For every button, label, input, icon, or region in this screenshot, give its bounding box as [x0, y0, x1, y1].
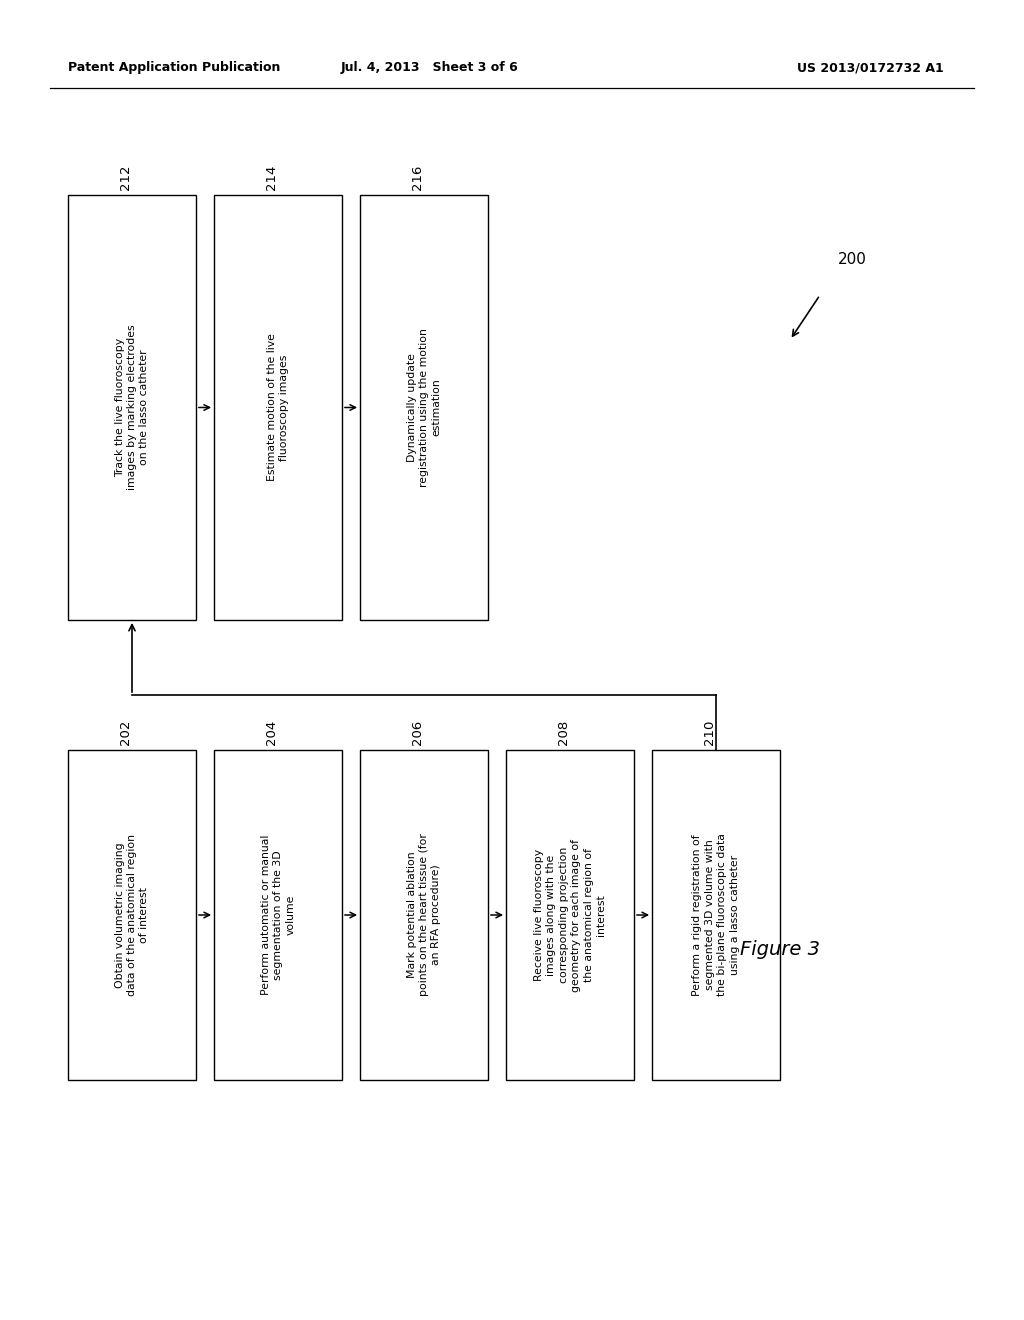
Text: Mark potential ablation
points on the heart tissue (for
an RFA procedure): Mark potential ablation points on the he… [407, 833, 441, 997]
Text: Perform automatic or manual
segmentation of the 3D
volume: Perform automatic or manual segmentation… [260, 834, 295, 995]
Text: Obtain volumetric imaging
data of the anatomical region
of interest: Obtain volumetric imaging data of the an… [115, 834, 150, 997]
Bar [68, 195, 196, 620]
Text: 204: 204 [265, 719, 278, 744]
Text: US 2013/0172732 A1: US 2013/0172732 A1 [797, 62, 943, 74]
Text: 200: 200 [838, 252, 867, 267]
Bar [506, 750, 634, 1080]
Text: Receive live fluoroscopy
images along with the
corresponding projection
geometry: Receive live fluoroscopy images along wi… [534, 838, 606, 991]
Bar [652, 750, 780, 1080]
Text: 206: 206 [411, 719, 424, 744]
Bar [68, 750, 196, 1080]
Text: 208: 208 [557, 719, 570, 744]
Bar [214, 750, 342, 1080]
Text: Figure 3: Figure 3 [740, 940, 820, 960]
Text: Patent Application Publication: Patent Application Publication [68, 62, 281, 74]
Text: Estimate motion of the live
fluoroscopy images: Estimate motion of the live fluoroscopy … [267, 334, 289, 482]
Bar [214, 195, 342, 620]
Text: Jul. 4, 2013   Sheet 3 of 6: Jul. 4, 2013 Sheet 3 of 6 [341, 62, 519, 74]
Bar [360, 750, 488, 1080]
Text: 216: 216 [411, 164, 424, 190]
Text: Perform a rigid registration of
segmented 3D volume with
the bi-plane fluoroscop: Perform a rigid registration of segmente… [692, 833, 739, 997]
Text: 212: 212 [119, 164, 132, 190]
Text: Dynamically update
registration using the motion
estimation: Dynamically update registration using th… [407, 329, 441, 487]
Text: 214: 214 [265, 164, 278, 190]
Text: 202: 202 [119, 719, 132, 744]
Bar [360, 195, 488, 620]
Text: Track the live fluoroscopy
images by marking electrodes
on the lasso catheter: Track the live fluoroscopy images by mar… [115, 325, 150, 490]
Text: 210: 210 [703, 719, 716, 744]
